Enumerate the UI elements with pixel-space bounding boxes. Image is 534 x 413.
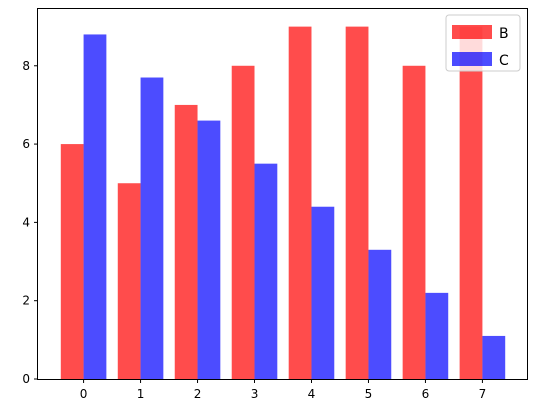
x-axis: 0 1 2 3 4 5 6 7 xyxy=(80,379,486,401)
bar-b-0 xyxy=(60,144,84,379)
y-tick-label-4: 4 xyxy=(22,215,30,229)
legend-swatch-c xyxy=(452,52,492,66)
legend-label-c: C xyxy=(499,53,509,69)
bar-b-4 xyxy=(288,26,312,379)
x-tick-label-3: 3 xyxy=(251,387,259,401)
x-tick-label-5: 5 xyxy=(365,387,373,401)
bar-b-2 xyxy=(174,104,198,379)
bar-c-1 xyxy=(140,77,164,379)
bar-c-4 xyxy=(311,206,335,379)
legend-swatch-b xyxy=(452,25,492,39)
x-tick-label-6: 6 xyxy=(422,387,430,401)
x-tick-label-0: 0 xyxy=(80,387,88,401)
y-tick-label-6: 6 xyxy=(22,137,30,151)
bar-c-3 xyxy=(254,163,278,379)
plot-frame xyxy=(37,8,528,380)
y-tick-label-8: 8 xyxy=(22,59,30,73)
bar-c-7 xyxy=(482,335,506,379)
bar-c-2 xyxy=(197,120,221,379)
y-tick-label-0: 0 xyxy=(22,372,30,386)
y-tick-label-2: 2 xyxy=(22,294,30,308)
bar-c-0 xyxy=(83,34,107,379)
x-tick-label-2: 2 xyxy=(194,387,202,401)
bar-b-7 xyxy=(459,26,483,379)
bar-b-3 xyxy=(231,65,255,379)
x-tick-label-7: 7 xyxy=(479,387,487,401)
y-axis: 0 2 4 6 8 xyxy=(22,59,38,386)
legend: B C xyxy=(445,14,521,72)
bar-c-5 xyxy=(368,249,392,379)
bars-layer xyxy=(60,26,506,379)
bar-b-6 xyxy=(402,65,426,379)
x-tick-label-4: 4 xyxy=(308,387,316,401)
bar-c-6 xyxy=(425,292,449,379)
bar-b-1 xyxy=(117,183,141,379)
x-tick-label-1: 1 xyxy=(137,387,145,401)
legend-label-b: B xyxy=(499,26,509,42)
bar-b-5 xyxy=(345,26,369,379)
